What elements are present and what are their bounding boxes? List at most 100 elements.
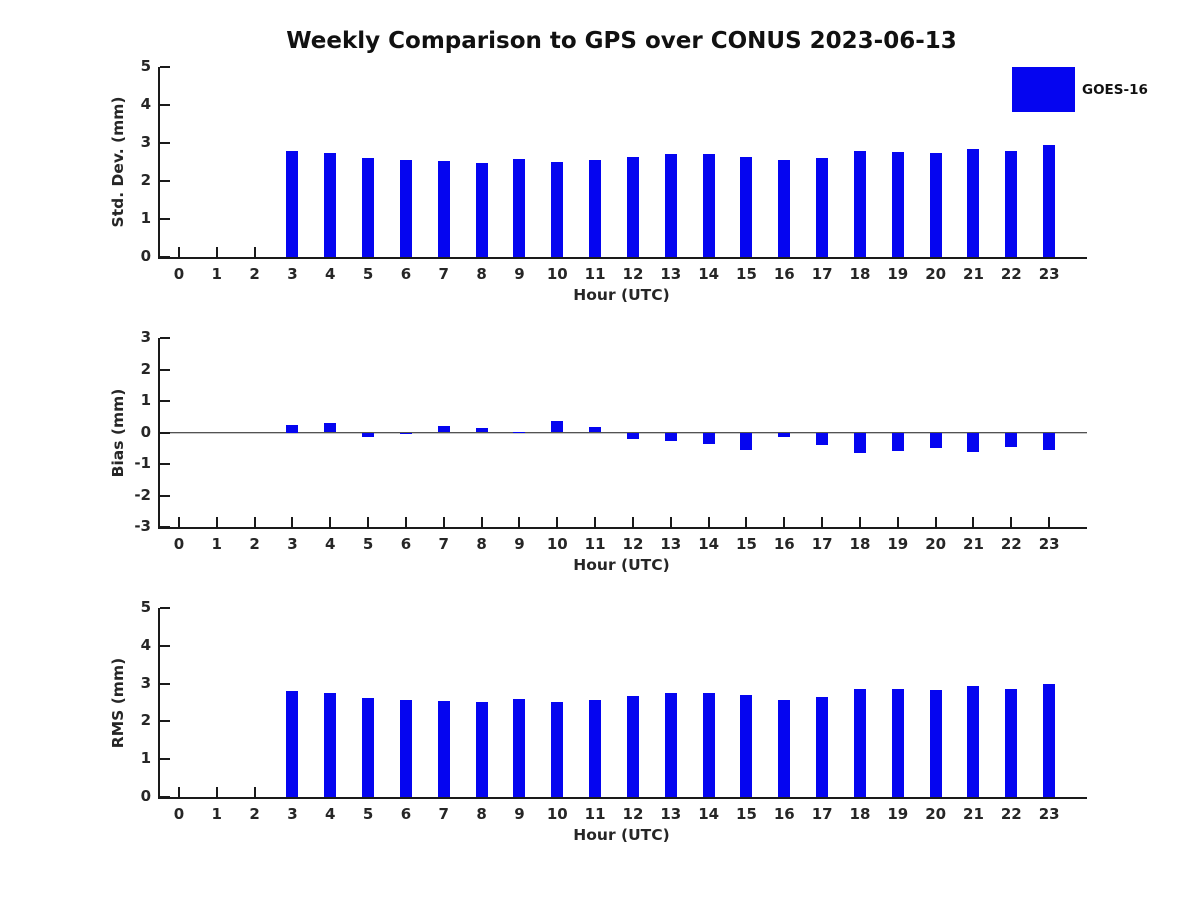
bar-hour-21 [967, 149, 980, 257]
bias-x-axis-label: Hour (UTC) [573, 556, 670, 574]
bar-hour-17 [816, 157, 829, 257]
y-tick [160, 720, 170, 723]
x-tick-label: 7 [438, 535, 449, 553]
x-tick-label: 1 [211, 535, 222, 553]
x-tick-label: 16 [773, 265, 795, 283]
x-tick-label: 17 [811, 805, 833, 823]
chart-title: Weekly Comparison to GPS over CONUS 2023… [286, 28, 957, 54]
x-tick-label: 5 [362, 805, 374, 823]
x-tick-label: 9 [514, 265, 525, 283]
legend-label-goes16: GOES-16 [1082, 82, 1148, 98]
x-tick-label: 12 [622, 535, 644, 553]
x-tick-label: 5 [362, 535, 374, 553]
x-tick [291, 517, 294, 527]
x-tick-label: 21 [963, 805, 984, 823]
x-tick [745, 517, 748, 527]
bias-chart-panel: Bias (mm) -3 -2 -1 0 1 2 3 0 1 2 3 4 5 6 7 8 9 10 11 12 13 14… [0, 330, 1200, 574]
bar-hour-3 [286, 424, 299, 433]
y-tick [160, 218, 170, 220]
x-tick [707, 517, 710, 527]
x-tick-label: 3 [287, 265, 298, 283]
x-tick-label: 8 [476, 265, 487, 283]
bar-hour-20 [929, 690, 942, 797]
y-tick [160, 66, 170, 68]
x-tick-label: 11 [584, 535, 606, 553]
x-tick [556, 517, 559, 527]
y-tick-label: -2 [134, 485, 151, 504]
x-tick-label: 8 [476, 535, 487, 553]
x-tick-label: 19 [887, 805, 909, 823]
bar-hour-10 [551, 162, 564, 257]
x-tick [594, 517, 597, 527]
bar-hour-14 [702, 432, 715, 444]
bar-hour-20 [929, 432, 942, 449]
x-tick-label: 13 [660, 265, 682, 283]
x-tick [518, 517, 521, 527]
bar-hour-8 [475, 427, 488, 433]
x-tick-label: 19 [887, 265, 909, 283]
y-tick-label: 2 [140, 359, 151, 378]
y-tick [160, 180, 170, 182]
legend-swatch-goes16 [1012, 67, 1075, 112]
bar-hour-18 [853, 432, 866, 453]
bias-y-axis-label: Bias (mm) [109, 388, 127, 477]
bar-hour-18 [853, 150, 866, 257]
stddev-x-axis-label: Hour (UTC) [573, 286, 670, 304]
bar-hour-19 [891, 432, 904, 452]
x-tick-label: 22 [1000, 535, 1022, 553]
y-tick-label: 3 [140, 328, 151, 347]
x-tick [253, 247, 256, 257]
bar-hour-11 [589, 427, 602, 433]
x-tick-label: 17 [811, 265, 833, 283]
y-tick-label: 1 [140, 749, 151, 768]
x-tick-label: 10 [546, 265, 568, 283]
bar-hour-12 [626, 432, 639, 440]
x-tick-label: 4 [325, 535, 336, 553]
x-tick-label: 10 [546, 805, 568, 823]
x-tick-label: 20 [925, 805, 947, 823]
bar-hour-8 [475, 702, 488, 797]
x-tick-label: 7 [438, 805, 449, 823]
bar-hour-19 [891, 152, 904, 257]
x-tick [821, 517, 824, 527]
x-tick [631, 517, 634, 527]
bar-hour-7 [437, 161, 450, 257]
x-tick-label: 0 [173, 265, 185, 283]
x-tick-label: 10 [546, 535, 568, 553]
x-tick-label: 9 [514, 535, 525, 553]
bar-hour-6 [399, 432, 412, 434]
x-tick-label: 20 [925, 535, 947, 553]
bar-hour-15 [740, 157, 753, 257]
x-tick-label: 9 [514, 805, 525, 823]
y-tick [160, 368, 170, 371]
bar-hour-16 [778, 432, 791, 438]
y-tick-label: 5 [140, 598, 151, 617]
bar-hour-15 [740, 432, 753, 451]
bar-hour-22 [1005, 688, 1018, 797]
y-tick-label: 2 [140, 711, 151, 730]
bar-hour-12 [626, 156, 639, 257]
x-tick-label: 21 [963, 265, 984, 283]
y-tick-label: 1 [140, 209, 151, 228]
x-tick [367, 517, 370, 527]
x-tick [177, 517, 180, 527]
stddev-y-axis-label: Std. Dev. (mm) [109, 96, 127, 228]
x-tick-label: 1 [211, 265, 222, 283]
y-tick-label: 2 [140, 171, 151, 190]
bar-hour-15 [740, 694, 753, 797]
x-tick-label: 14 [698, 805, 720, 823]
x-tick-label: 14 [698, 535, 720, 553]
x-tick-label: 5 [362, 265, 374, 283]
x-tick [934, 517, 937, 527]
x-tick [783, 517, 786, 527]
bar-hour-10 [551, 421, 564, 433]
x-tick-label: 17 [811, 535, 833, 553]
y-tick [160, 337, 170, 339]
y-tick [160, 494, 170, 497]
x-tick [215, 517, 218, 527]
x-tick-label: 2 [249, 805, 260, 823]
x-tick-label: 11 [584, 265, 606, 283]
bar-hour-14 [702, 153, 715, 257]
bar-hour-4 [324, 153, 337, 257]
y-tick-label: 3 [140, 673, 151, 692]
